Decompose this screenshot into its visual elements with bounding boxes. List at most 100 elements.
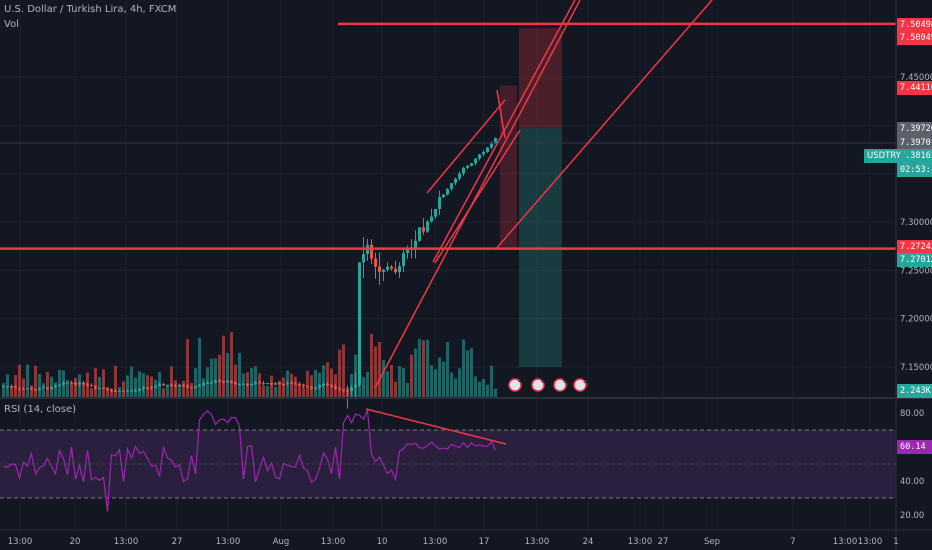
rsi-axis-label: 40.00 xyxy=(900,477,924,487)
price-tag: 7.38163 xyxy=(897,149,932,163)
candle-body xyxy=(78,382,81,385)
volume-bar xyxy=(230,331,233,397)
time-axis-label: 17 xyxy=(479,537,490,547)
volume-bar xyxy=(186,339,189,397)
candle-body xyxy=(434,209,437,217)
candle-body xyxy=(54,385,57,387)
volume-bar xyxy=(234,364,237,397)
volume-bar xyxy=(446,341,449,397)
volume-bar xyxy=(250,367,253,397)
candle-body xyxy=(34,389,37,391)
volume-bar xyxy=(426,339,429,397)
volume-bar xyxy=(174,380,177,397)
candle-body xyxy=(18,387,21,390)
volume-bar xyxy=(394,381,397,397)
candle-body xyxy=(314,387,317,389)
volume-bar xyxy=(134,377,137,397)
candle-body xyxy=(250,383,253,386)
volume-bar xyxy=(98,376,101,397)
candle-body xyxy=(102,387,105,389)
candle-body xyxy=(370,244,373,259)
volume-bar xyxy=(342,344,345,397)
volume-bar xyxy=(306,370,309,397)
time-axis-label: 13:00 xyxy=(858,537,883,547)
candle-body xyxy=(386,266,389,270)
time-axis-label: 13:00 xyxy=(321,537,346,547)
volume-bar xyxy=(274,386,277,397)
event-marker-count: 5 xyxy=(583,377,587,385)
price-tag: 2.243K xyxy=(897,384,932,398)
candle-body xyxy=(422,227,425,232)
volume-bar xyxy=(42,383,45,397)
candle-body xyxy=(362,253,365,263)
candle-body xyxy=(158,384,161,387)
candle-body xyxy=(38,388,41,390)
trend-drawings: 4 6 6 5 xyxy=(0,0,896,392)
volume-bar xyxy=(322,365,325,397)
candle-body xyxy=(166,385,169,387)
candle-body xyxy=(110,389,113,392)
candle-body xyxy=(206,382,209,384)
price-tag: 7.44110 xyxy=(897,81,932,95)
volume-bar xyxy=(470,348,473,397)
candle-body xyxy=(134,390,137,392)
candle-body xyxy=(246,383,249,386)
volume-bar xyxy=(194,368,197,397)
candle-body xyxy=(274,382,277,385)
time-axis-label: 13:00 xyxy=(525,537,550,547)
trend-line xyxy=(496,89,506,139)
candle-body xyxy=(266,382,269,384)
time-axis-label: Aug xyxy=(273,537,290,547)
candle-body xyxy=(194,386,197,388)
volume-bar xyxy=(130,366,133,397)
volume-bar xyxy=(378,341,381,397)
candle-body xyxy=(162,384,165,386)
volume-bar xyxy=(362,377,365,397)
candle-body xyxy=(114,391,117,393)
price-tag: 02:53:17 xyxy=(897,163,932,177)
candle-body xyxy=(430,216,433,222)
candle-body xyxy=(230,380,233,383)
time-axis-label: Sep xyxy=(704,537,720,547)
candle-body xyxy=(486,147,489,152)
symbol-tag: USDTRY xyxy=(864,149,904,163)
time-axis-label: 7 xyxy=(790,537,795,547)
volume-bar xyxy=(490,365,493,397)
price-axis-label: 7.45000 xyxy=(900,73,932,83)
volume-bar xyxy=(138,371,141,397)
volume-bar xyxy=(258,373,261,397)
volume-bar xyxy=(122,381,125,397)
candle-body xyxy=(10,386,13,388)
volume-bar xyxy=(58,369,61,397)
volume-bar xyxy=(330,368,333,397)
candle-body xyxy=(394,268,397,273)
volume-bar xyxy=(410,354,413,397)
volume-bar xyxy=(486,384,489,397)
candle-body xyxy=(286,382,289,385)
candle-body xyxy=(462,167,465,174)
volume-bar xyxy=(390,365,393,397)
candle-body xyxy=(170,385,173,387)
candle-body xyxy=(454,178,457,184)
candle-body xyxy=(294,383,297,385)
candle-body xyxy=(466,165,469,168)
candle-body xyxy=(438,197,441,210)
rsi-label: RSI (14, close) xyxy=(4,404,77,415)
time-axis-label: 13:00 xyxy=(8,537,33,547)
volume-bar xyxy=(70,382,73,397)
volume-bar xyxy=(114,365,117,397)
volume-bar xyxy=(494,388,497,397)
volume-bar xyxy=(94,367,97,397)
candle-body xyxy=(446,188,449,195)
volume-bar xyxy=(294,376,297,397)
candle-body xyxy=(218,380,221,382)
price-tag: 7.50498 xyxy=(897,18,932,32)
candle-body xyxy=(74,382,77,385)
volume-bar xyxy=(30,385,33,397)
price-tag: 7.39726 xyxy=(897,122,932,136)
candle-body xyxy=(450,183,453,189)
volume-bar xyxy=(6,374,9,397)
volume-bar xyxy=(46,371,49,397)
candle-body xyxy=(130,390,133,392)
